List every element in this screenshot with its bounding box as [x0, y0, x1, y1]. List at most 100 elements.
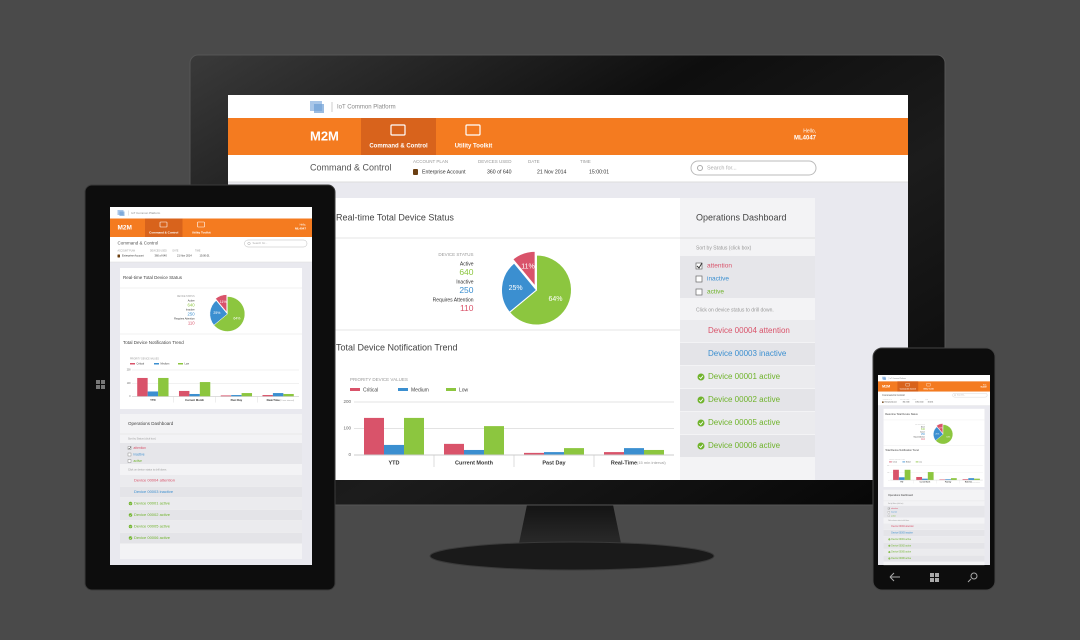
filter-label: attention [707, 263, 732, 270]
phone-windows-button[interactable] [930, 573, 939, 582]
status-filter[interactable]: inactive [887, 511, 897, 514]
x-tick-label: Real-Time [611, 460, 637, 466]
device-icon-check [888, 545, 891, 547]
panel [883, 408, 985, 446]
device-item[interactable]: Device 00001 active [120, 498, 302, 509]
device-item[interactable]: Device 00001 active [883, 536, 985, 543]
device-item[interactable]: Device 00006 active [120, 532, 302, 544]
tablet-windows-button[interactable] [96, 380, 105, 389]
x-tick-label: YTD [900, 482, 904, 484]
info-value: 15:00:01 [928, 402, 934, 404]
search-field [690, 160, 817, 176]
device-item[interactable]: Device 00003 inactive [883, 529, 985, 537]
filter-checkbox [127, 459, 132, 463]
status-panel: Real-time Total Device Status DEVICE STAT… [120, 268, 302, 334]
device-label: Device 00005 active [134, 524, 171, 529]
device-item[interactable]: Device 00003 inactive [120, 486, 302, 498]
device-row [120, 475, 302, 486]
device-item[interactable]: Device 00006 active [680, 435, 815, 457]
phone-back-button[interactable] [889, 572, 900, 582]
nav-tab[interactable]: Command & Control [897, 381, 919, 392]
y-tick-label: 100 [343, 426, 351, 431]
chart-subtitle: PRIORITY DEVICE VALUES [130, 358, 159, 361]
greeting: Hello, [803, 128, 816, 134]
device-item[interactable]: Device 00004 attention [120, 475, 302, 486]
device-label: Device 00003 inactive [134, 489, 174, 494]
status-filter[interactable]: attention [887, 507, 898, 510]
status-filter[interactable]: inactive [695, 275, 729, 283]
search-box[interactable]: Search for... [952, 393, 988, 398]
info-value: 360 of 640 [487, 169, 512, 175]
search-box[interactable]: Search for... [244, 239, 308, 248]
device-label: Device 00004 attention [134, 478, 175, 483]
status-filter[interactable]: inactive [127, 452, 145, 456]
panel [120, 268, 302, 334]
device-label: Device 00004 attention [891, 525, 914, 528]
device-item[interactable]: Device 00002 active [883, 542, 985, 549]
device-icon [697, 442, 705, 450]
device-row [883, 542, 985, 549]
bar [484, 426, 504, 455]
device-item[interactable]: Device 00005 active [680, 412, 815, 434]
device-icon-check [129, 537, 132, 540]
status-filter[interactable]: active [887, 514, 896, 517]
logo [314, 104, 324, 113]
device-item[interactable]: Device 00001 active [680, 366, 815, 388]
phone-search-button[interactable] [967, 572, 978, 583]
trend-panel: Total Device Notification Trend PRIORITY … [330, 329, 680, 480]
top-bar [110, 207, 312, 219]
pie-slice [501, 262, 538, 314]
panel [330, 198, 680, 330]
user-name: ML4047 [981, 385, 987, 388]
search-placeholder: Search for... [707, 165, 737, 171]
user-name: ML4047 [794, 136, 817, 142]
info-label: DEVICES USED [900, 399, 909, 401]
search-box[interactable]: Search for... [690, 160, 817, 176]
status-filter[interactable]: active [127, 459, 142, 463]
search-icon [954, 394, 956, 397]
nav-tab[interactable]: Utility Toolkit [923, 383, 934, 391]
status-filter[interactable]: active [695, 288, 724, 296]
device-item[interactable]: Device 00004 attention [883, 523, 985, 530]
search-placeholder: Search for... [253, 241, 268, 245]
filter-checkbox [127, 446, 132, 450]
page-title: Command & Control [882, 394, 905, 397]
device-item[interactable]: Device 00003 inactive [680, 343, 815, 365]
panel [330, 330, 680, 480]
bar [974, 478, 980, 481]
panel-title: Total Device Notification Trend [123, 340, 184, 345]
status-filter[interactable]: attention [695, 262, 732, 270]
info-label: DEVICES USED [150, 251, 167, 253]
status-filter[interactable]: attention [127, 446, 146, 450]
device-item[interactable]: Device 00004 attention [680, 320, 815, 342]
status-name: Requires Attention [433, 297, 474, 303]
x-tick-label: YTD [389, 460, 400, 466]
operations-panel: Operations Dashboard Sort by Status (clic… [120, 414, 302, 559]
nav-tab[interactable]: Command & Control [361, 118, 436, 155]
trend-panel: Total Device Notification Trend PRIORITY … [120, 333, 302, 409]
account-icon [882, 401, 884, 404]
legend-swatch [398, 388, 408, 391]
device-label: Device 00002 active [134, 512, 171, 517]
device-icon [888, 557, 891, 560]
nav-tab[interactable]: Utility Toolkit [455, 124, 493, 150]
logo [119, 211, 125, 216]
bar [384, 444, 404, 455]
device-item[interactable]: Device 00006 active [883, 555, 985, 562]
bar [893, 469, 899, 481]
pie-label: 11% [939, 427, 943, 429]
filter-checkbox [887, 514, 890, 517]
device-item[interactable]: Device 00002 active [120, 509, 302, 521]
app-name: M2M [118, 225, 132, 232]
device-item[interactable]: Device 00005 active [883, 549, 985, 556]
device-item[interactable]: Device 00002 active [680, 389, 815, 411]
filter-checkbox [695, 262, 703, 270]
nav-tab[interactable]: Utility Toolkit [192, 221, 211, 234]
device-item[interactable]: Device 00005 active [120, 521, 302, 532]
nav-tab-icon [905, 383, 910, 387]
x-tick-label: Past Day [542, 460, 566, 466]
pie-label: 25% [213, 311, 220, 315]
nav-tab[interactable]: Command & Control [145, 218, 183, 238]
status-panel: Real-time Total Device Status DEVICE STAT… [330, 198, 680, 330]
filter-label: attention [891, 507, 898, 510]
